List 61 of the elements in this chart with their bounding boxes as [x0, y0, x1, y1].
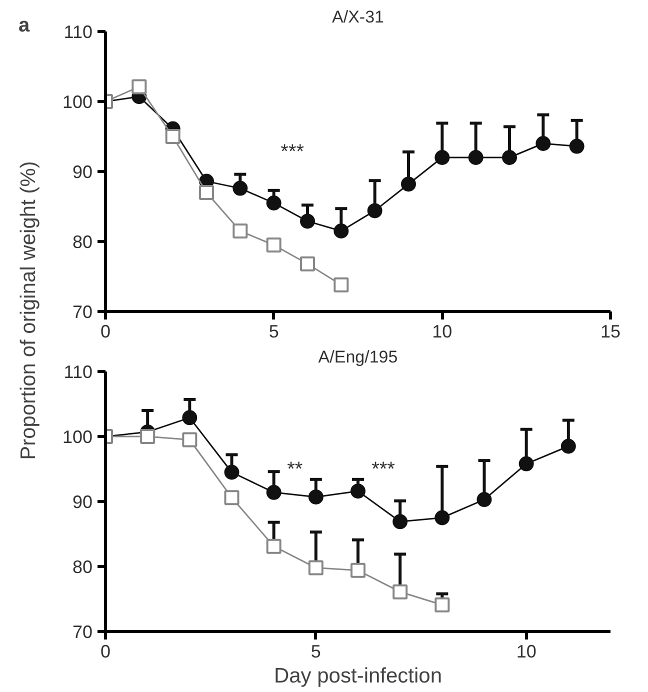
x-tick-label: 15 [600, 322, 621, 342]
point [392, 514, 408, 530]
point [266, 238, 282, 252]
point [308, 560, 324, 576]
x-tick-label: 0 [100, 642, 111, 662]
point [132, 79, 147, 94]
x-tick-label: 0 [100, 322, 111, 342]
y-tick-label: 100 [62, 427, 93, 447]
y-tick-label: 70 [72, 302, 93, 322]
point [334, 277, 349, 292]
y-tick-label: 90 [72, 162, 93, 182]
point [476, 492, 492, 508]
text: a [18, 14, 30, 36]
chart-title: A/X-31 [332, 8, 384, 26]
x-tick-label: 5 [268, 322, 279, 342]
annotation: *** [372, 458, 396, 481]
chart-title: A/Eng/195 [318, 348, 398, 366]
annotation: ** [287, 458, 303, 481]
point [300, 214, 315, 229]
point [434, 150, 450, 165]
y-axis-title: Proportion of original weight (%) [17, 161, 40, 460]
point [300, 256, 315, 272]
y-tick-label: 110 [64, 22, 93, 42]
point [392, 584, 408, 600]
point [434, 510, 450, 526]
point [182, 432, 198, 448]
y-tick-label: 80 [72, 557, 93, 577]
point [468, 150, 484, 165]
x-tick-label: 10 [432, 322, 452, 342]
y-tick-label: 100 [62, 92, 93, 112]
point [140, 429, 156, 444]
y-tick-label: 90 [72, 492, 93, 512]
point [434, 597, 450, 612]
point [560, 438, 576, 454]
point [266, 196, 282, 210]
point [308, 489, 324, 504]
point [518, 456, 534, 472]
point [224, 490, 240, 506]
x-tick-label: 5 [310, 642, 321, 662]
point [199, 185, 214, 200]
point [165, 129, 180, 144]
point [232, 224, 248, 238]
point [367, 203, 382, 218]
point [350, 484, 366, 499]
point [224, 464, 240, 480]
point [569, 138, 584, 154]
x-axis-title: Day post-infection [274, 664, 442, 688]
point [182, 410, 198, 426]
point [350, 562, 366, 578]
y-tick-label: 80 [72, 232, 93, 252]
y-tick-label: 110 [64, 362, 93, 382]
point [401, 176, 416, 192]
annotation: *** [280, 141, 304, 164]
point [232, 180, 248, 196]
point [334, 224, 349, 238]
point [536, 136, 551, 151]
point [266, 538, 282, 554]
y-tick-label: 70 [72, 622, 93, 642]
point [502, 150, 517, 165]
point [266, 484, 282, 500]
x-tick-label: 10 [516, 642, 536, 662]
